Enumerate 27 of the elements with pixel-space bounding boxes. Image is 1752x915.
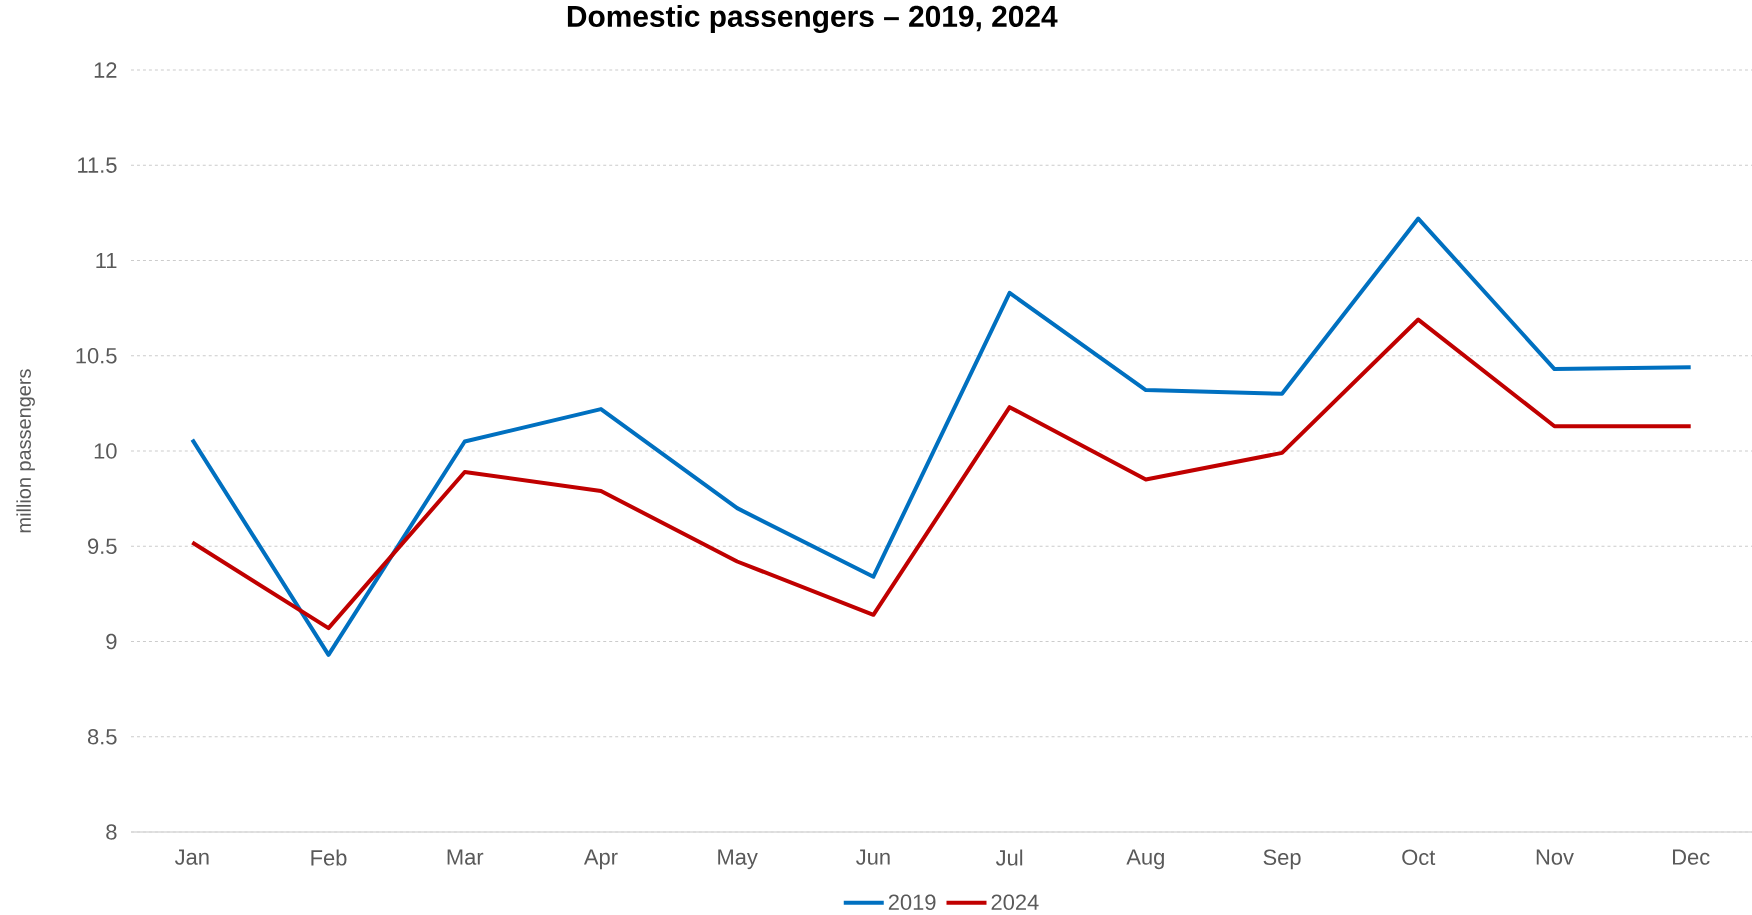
- x-tick-label: Feb: [311, 849, 347, 866]
- y-tick-label: 12: [94, 62, 117, 78]
- y-tick-label: 8: [106, 824, 117, 840]
- x-tick-label: Jun: [856, 849, 890, 865]
- x-tick-label: Dec: [1673, 849, 1710, 865]
- y-tick-label: 9: [106, 633, 117, 650]
- x-tick-label: Nov: [1536, 849, 1574, 865]
- x-tick-label: Apr: [583, 849, 618, 870]
- x-tick-label: Oct: [1402, 849, 1436, 866]
- y-tick-label: 10: [94, 443, 117, 459]
- x-tick-label: May: [718, 849, 758, 870]
- y-tick-label: 11.5: [78, 157, 117, 173]
- legend-label: 2019: [888, 894, 936, 910]
- legend-label: 2024: [991, 894, 1039, 910]
- x-tick-label: Sep: [1263, 849, 1301, 870]
- x-tick-label: Jul: [995, 849, 1023, 866]
- x-tick-label: Aug: [1126, 849, 1164, 870]
- y-tick-label: 10.5: [76, 347, 117, 364]
- y-tick-label: 8.5: [87, 728, 117, 745]
- y-tick-label: 11: [96, 252, 117, 269]
- chart-title: Domestic passengers – 2019, 2024: [567, 5, 1058, 33]
- y-axis-title: million passengers: [16, 369, 35, 533]
- line-series: [190, 216, 1693, 657]
- y-tick-label: 9.5: [88, 538, 117, 555]
- line-series: [190, 317, 1693, 631]
- x-tick-label: Mar: [447, 849, 484, 865]
- x-tick-label: Jan: [174, 849, 209, 865]
